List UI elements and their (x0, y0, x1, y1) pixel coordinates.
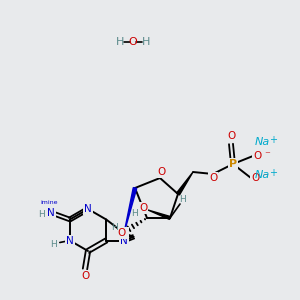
Text: H: H (50, 240, 57, 249)
Text: O: O (158, 167, 166, 177)
Text: +: + (269, 168, 277, 178)
Text: imine: imine (40, 200, 58, 205)
Text: P: P (229, 159, 237, 169)
Text: H: H (132, 209, 138, 218)
Text: N: N (120, 228, 128, 238)
Text: N: N (120, 236, 128, 245)
Text: ⁻: ⁻ (262, 172, 268, 182)
Text: O: O (139, 203, 147, 213)
Polygon shape (124, 188, 137, 233)
Text: O: O (209, 173, 217, 183)
Text: H: H (180, 194, 186, 203)
Text: N: N (47, 208, 55, 218)
Polygon shape (148, 210, 170, 219)
Text: H: H (111, 224, 117, 232)
Text: Na: Na (255, 170, 270, 180)
Text: O: O (118, 228, 126, 238)
Text: ⁻: ⁻ (264, 150, 270, 160)
Text: +: + (269, 135, 277, 145)
Text: Na: Na (255, 137, 270, 147)
Text: O: O (251, 173, 259, 183)
Text: O: O (227, 131, 235, 141)
Text: H: H (142, 37, 150, 47)
Text: O: O (253, 151, 261, 161)
Text: O: O (129, 37, 137, 47)
Text: N: N (84, 204, 92, 214)
Text: O: O (81, 271, 89, 281)
Text: H: H (116, 37, 124, 47)
Text: H: H (38, 210, 44, 219)
Text: N: N (66, 236, 74, 245)
Polygon shape (177, 172, 193, 195)
